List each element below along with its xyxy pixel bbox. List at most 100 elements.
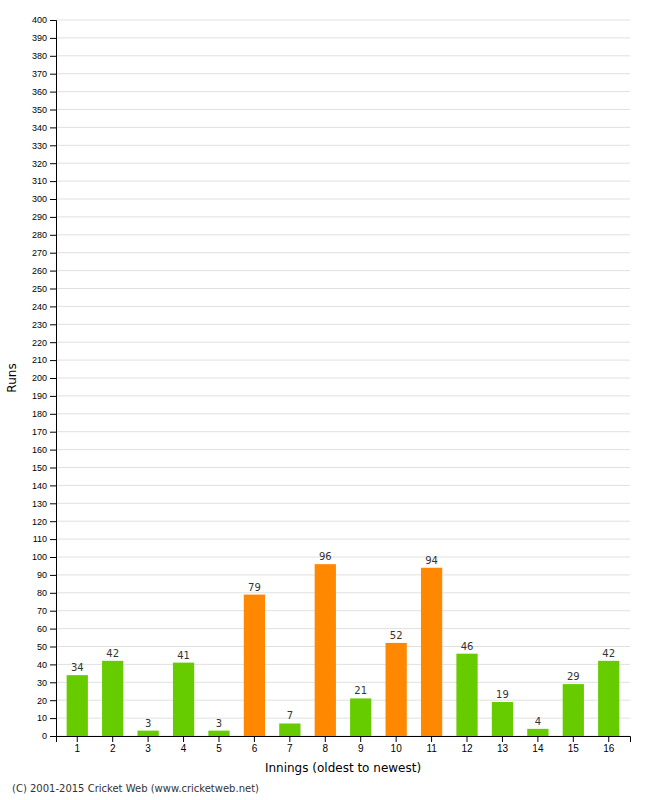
- y-tick-label: 70: [37, 606, 47, 616]
- grid-line: [56, 378, 630, 379]
- y-tick-label: 230: [32, 320, 47, 330]
- y-tick-mark: [50, 324, 56, 325]
- x-tick: 2: [110, 736, 116, 754]
- y-tick-label: 370: [32, 69, 47, 79]
- y-tick-mark: [50, 342, 56, 343]
- y-tick-mark: [50, 432, 56, 433]
- x-tick: 10: [391, 736, 403, 754]
- y-tick-label: 330: [32, 141, 47, 151]
- x-tick: 14: [532, 736, 544, 754]
- y-tick-label: 20: [37, 696, 47, 706]
- y-tick-label: 360: [32, 87, 47, 97]
- x-tick-label: 11: [426, 743, 437, 754]
- y-tick-label: 250: [32, 284, 47, 294]
- grid-line: [56, 574, 630, 575]
- bar: [350, 698, 371, 736]
- x-tick-label: 15: [568, 743, 580, 754]
- y-tick-label: 60: [37, 624, 47, 634]
- y-tick-mark: [50, 92, 56, 93]
- x-tick-label: 14: [532, 743, 544, 754]
- y-tick-label: 340: [32, 123, 47, 133]
- bar: [492, 702, 513, 736]
- y-tick: 120: [32, 517, 56, 527]
- grid-line: [56, 592, 630, 593]
- y-tick-mark: [50, 503, 56, 504]
- grid-line: [56, 682, 630, 683]
- x-tick: 9: [358, 736, 364, 754]
- data-label: 79: [248, 582, 261, 593]
- y-tick: 340: [32, 123, 56, 133]
- bar: [421, 568, 442, 736]
- y-tick-mark: [50, 557, 56, 558]
- grid-line: [56, 252, 630, 253]
- x-tick-mark: [325, 736, 326, 742]
- y-tick: 80: [37, 588, 56, 598]
- y-tick-mark: [50, 682, 56, 683]
- y-tick: 180: [32, 409, 56, 419]
- data-label: 94: [425, 555, 438, 566]
- y-tick: 170: [32, 427, 56, 437]
- bar: [102, 661, 123, 736]
- data-label: 34: [71, 662, 84, 673]
- x-tick-label: 1: [74, 743, 80, 754]
- y-tick-label: 0: [42, 731, 47, 741]
- y-tick-mark: [50, 736, 56, 737]
- grid-line: [56, 216, 630, 217]
- y-tick-label: 220: [32, 338, 47, 348]
- y-tick-mark: [50, 110, 56, 111]
- y-axis-line: [50, 21, 57, 737]
- grid-line: [56, 145, 630, 146]
- bar: [527, 729, 548, 736]
- y-tick-mark: [50, 145, 56, 146]
- y-tick-mark: [50, 306, 56, 307]
- grid-line: [56, 181, 630, 182]
- data-labels: 3442341379796215294461942942: [71, 551, 615, 728]
- grid-line: [56, 557, 630, 558]
- grid-line: [56, 610, 630, 611]
- grid-line: [56, 73, 630, 74]
- data-label: 42: [602, 648, 615, 659]
- x-tick: 11: [426, 736, 437, 754]
- x-tick: 13: [497, 736, 509, 754]
- y-tick: 150: [32, 463, 56, 473]
- grid-line: [56, 234, 630, 235]
- x-tick-mark: [289, 736, 290, 742]
- y-tick-mark: [50, 74, 56, 75]
- y-tick-label: 40: [37, 660, 47, 670]
- x-tick-label: 16: [603, 743, 615, 754]
- bar: [456, 654, 477, 736]
- data-label: 41: [177, 650, 190, 661]
- y-tick: 360: [32, 87, 56, 97]
- y-tick: 50: [37, 642, 56, 652]
- x-tick-label: 4: [181, 743, 187, 754]
- y-tick: 350: [32, 105, 56, 115]
- x-tick-mark: [148, 736, 149, 742]
- x-tick-mark: [218, 736, 219, 742]
- y-tick-label: 140: [32, 481, 47, 491]
- x-tick: 7: [287, 736, 293, 754]
- grid-line: [56, 413, 630, 414]
- y-tick-mark: [50, 575, 56, 576]
- y-tick-mark: [50, 647, 56, 648]
- y-tick: 370: [32, 69, 56, 79]
- data-label: 96: [319, 551, 332, 562]
- data-label: 46: [461, 641, 474, 652]
- y-tick-label: 280: [32, 230, 47, 240]
- y-tick-mark: [50, 539, 56, 540]
- x-tick-label: 13: [497, 743, 509, 754]
- data-label: 3: [216, 718, 222, 729]
- data-label: 19: [496, 689, 509, 700]
- y-tick: 190: [32, 391, 56, 401]
- grid-line: [56, 199, 630, 200]
- grid-line: [56, 342, 630, 343]
- y-tick-label: 100: [32, 552, 47, 562]
- x-tick: 3: [145, 736, 151, 754]
- x-axis-title: Innings (oldest to newest): [265, 761, 421, 775]
- x-tick-label: 6: [252, 743, 258, 754]
- x-tick-label: 10: [391, 743, 403, 754]
- y-tick-mark: [50, 253, 56, 254]
- y-tick-label: 300: [32, 194, 47, 204]
- bars: [67, 564, 620, 736]
- y-tick-label: 390: [32, 33, 47, 43]
- grid-line: [56, 324, 630, 325]
